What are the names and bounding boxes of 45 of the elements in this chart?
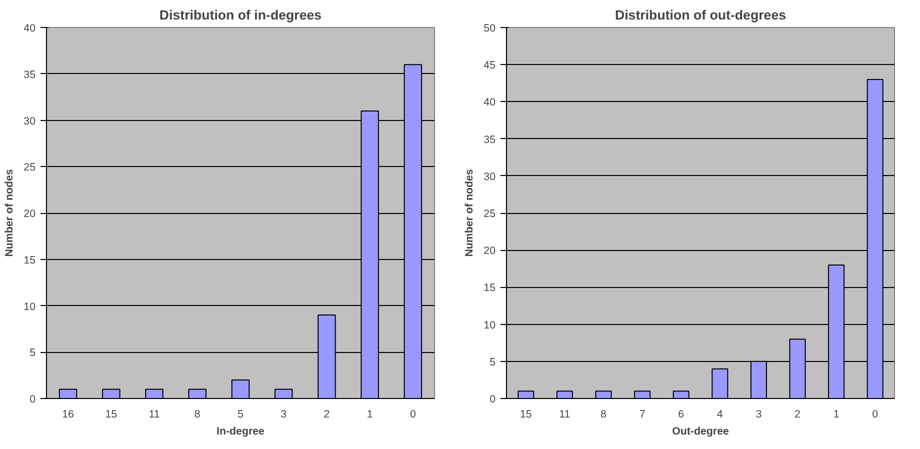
x-tick-label: 0 [410,408,416,420]
chart-title: Distribution of out-degrees [614,8,786,22]
y-tick-label: 35 [484,134,496,146]
y-tick-label: 10 [484,319,496,332]
y-tick-label: 5 [490,356,496,368]
chart-title: Distribution of in-degrees [159,8,322,22]
x-tick-label: 2 [794,408,801,420]
x-tick-label: 0 [872,408,878,420]
x-axis-title: Out-degree [672,426,729,438]
y-tick-label: 20 [24,208,36,220]
y-axis-title: Number of nodes [464,169,476,257]
y-tick-label: 25 [484,208,496,220]
y-tick-label: 30 [24,115,36,128]
y-tick-label: 0 [490,394,496,406]
y-tick-label: 40 [24,22,36,34]
x-tick-label: 7 [639,408,646,420]
x-tick-label: 3 [756,408,762,420]
y-tick-label: 45 [484,60,496,72]
y-tick-label: 35 [24,68,36,81]
y-tick-label: 40 [484,96,496,109]
x-tick-label: 15 [520,408,532,420]
x-tick-label: 16 [62,408,74,420]
x-tick-label: 5 [238,408,244,420]
y-tick-label: 30 [484,170,496,183]
y-tick-label: 15 [24,254,36,266]
y-axis-title: Number of nodes [4,169,16,257]
x-tick-label: 4 [716,408,723,420]
y-tick-label: 10 [24,300,36,313]
x-tick-label: 11 [148,408,160,420]
x-tick-label: 1 [366,408,373,420]
x-tick-label: 1 [833,408,840,420]
y-tick-label: 5 [30,347,36,360]
y-tick-label: 25 [24,162,36,174]
x-tick-label: 6 [678,408,684,420]
x-tick-label: 11 [559,408,570,420]
x-tick-label: 8 [600,408,607,420]
x-tick-label: 15 [105,408,118,420]
x-axis-title: In-degree [216,426,265,438]
x-tick-label: 8 [194,408,200,420]
y-tick-label: 50 [484,22,496,34]
x-tick-label: 3 [280,408,287,420]
y-tick-label: 0 [30,394,36,406]
x-tick-label: 2 [324,408,330,420]
y-tick-label: 20 [484,245,496,258]
y-tick-label: 15 [484,282,496,294]
